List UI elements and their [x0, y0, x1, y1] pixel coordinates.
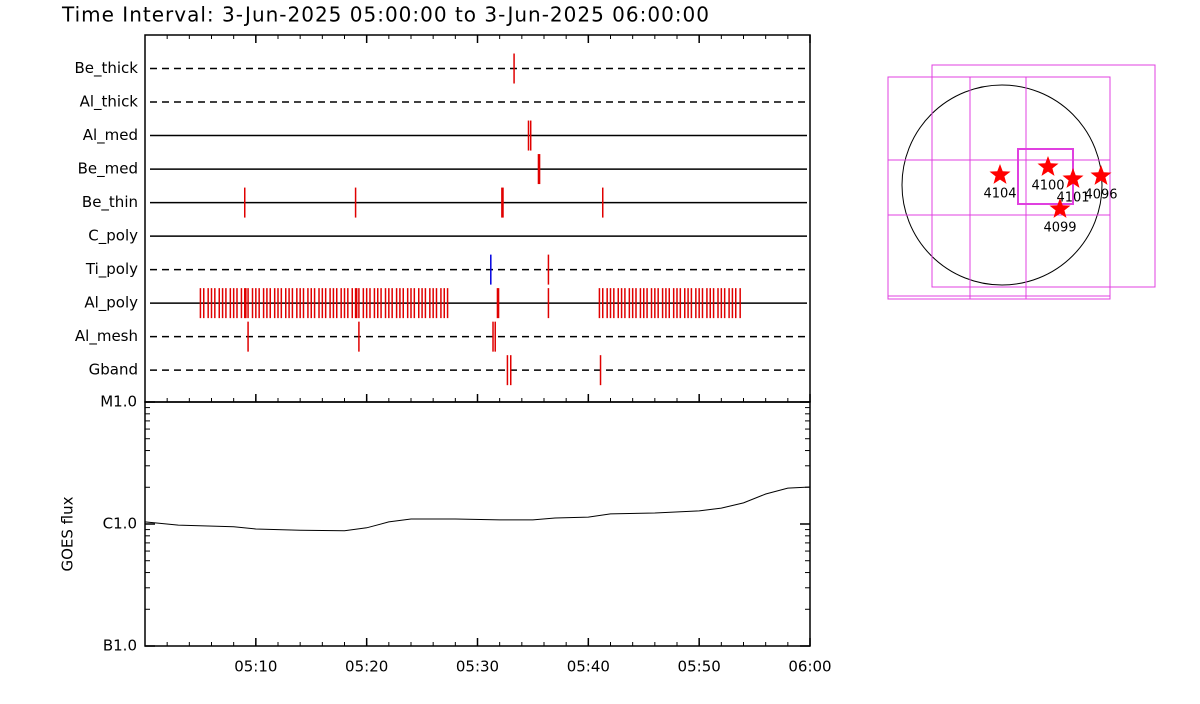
- x-tick-label: 06:00: [788, 658, 831, 676]
- x-tick-label: 05:40: [567, 658, 610, 676]
- goes-curve: [144, 486, 811, 532]
- region-star: [1090, 165, 1112, 185]
- row-label: Al_med: [83, 126, 138, 145]
- row-label: Be_thin: [82, 193, 138, 212]
- y-tick-label: M1.0: [100, 393, 137, 411]
- region-label: 4096: [1084, 188, 1117, 203]
- region-label: 4099: [1043, 221, 1076, 236]
- region-star: [1062, 168, 1084, 188]
- y-tick-label: C1.0: [103, 515, 137, 533]
- region-label: 4100: [1031, 179, 1064, 194]
- region-star: [1037, 156, 1059, 176]
- region-label: 4104: [983, 187, 1016, 202]
- row-label: Be_thick: [74, 59, 138, 78]
- x-tick-label: 05:30: [456, 658, 499, 676]
- row-label: Al_poly: [84, 294, 138, 313]
- region-star: [1049, 198, 1071, 218]
- panel-frame: [144, 34, 811, 403]
- solar-map: [887, 64, 1156, 300]
- row-label: Al_thick: [80, 93, 139, 112]
- fov-box: [931, 64, 1156, 288]
- row-label: Be_med: [78, 160, 138, 179]
- x-tick-label: 05:50: [678, 658, 721, 676]
- region-label: 4101: [1056, 191, 1089, 206]
- panel-frame: [144, 401, 811, 647]
- page-title: Time Interval: 3-Jun-2025 05:00:00 to 3-…: [61, 3, 710, 27]
- y-axis-label: GOES flux: [59, 496, 77, 571]
- row-label: C_poly: [88, 227, 138, 246]
- x-tick-label: 05:10: [234, 658, 277, 676]
- row-label: Al_mesh: [75, 327, 138, 346]
- row-label: Ti_poly: [85, 260, 138, 279]
- fov-box: [887, 76, 1111, 300]
- row-label: Gband: [89, 361, 138, 379]
- x-tick-label: 05:20: [345, 658, 388, 676]
- solar-disk: [901, 84, 1103, 286]
- region-star: [989, 164, 1011, 184]
- y-tick-label: B1.0: [103, 637, 137, 655]
